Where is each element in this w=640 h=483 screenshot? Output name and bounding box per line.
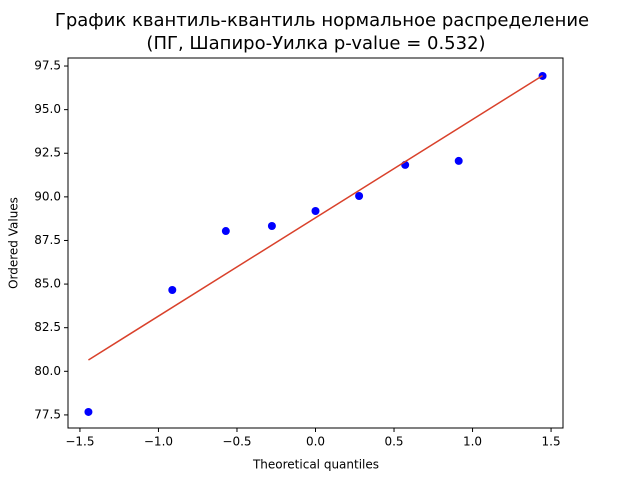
y-tick-label: 92.5: [34, 146, 61, 160]
data-point: [84, 407, 93, 416]
data-point: [311, 206, 320, 215]
x-axis-label: Theoretical quantiles: [252, 458, 379, 472]
x-tick-label: 1.5: [542, 435, 561, 449]
chart-title: График квантиль-квантиль нормальное расп…: [55, 10, 589, 31]
y-tick-label: 80.0: [34, 364, 61, 378]
y-tick-label: 90.0: [34, 189, 61, 203]
data-point: [267, 221, 276, 230]
y-tick-label: 95.0: [34, 102, 61, 116]
y-axis-label: Ordered Values: [7, 197, 21, 289]
y-tick-label: 82.5: [34, 320, 61, 334]
x-tick-label: 0.0: [306, 435, 325, 449]
chart-subtitle: (ПГ, Шапиро-Уилка p-value = 0.532): [146, 33, 485, 54]
data-point: [355, 191, 364, 200]
fit-line: [88, 74, 543, 361]
data-point: [221, 227, 230, 236]
y-tick-label: 85.0: [34, 277, 61, 291]
y-tick-label: 87.5: [34, 233, 61, 247]
data-point: [168, 286, 177, 295]
x-tick-label: −0.5: [222, 435, 251, 449]
plot-frame: [67, 57, 564, 429]
x-tick-label: 1.0: [463, 435, 482, 449]
x-tick-label: −1.5: [65, 435, 94, 449]
x-tick-label: −1.0: [144, 435, 173, 449]
data-point: [454, 156, 463, 165]
y-tick-label: 97.5: [34, 59, 61, 73]
y-tick-label: 77.5: [34, 407, 61, 421]
x-tick-label: 0.5: [384, 435, 403, 449]
